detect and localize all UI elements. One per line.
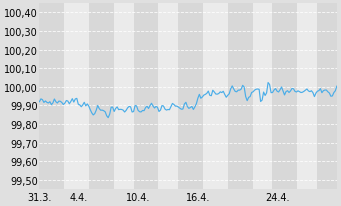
Bar	[228, 4, 253, 189]
Bar	[134, 4, 158, 189]
Bar	[178, 4, 203, 189]
Bar	[89, 4, 114, 189]
Bar	[272, 4, 297, 189]
Bar	[40, 4, 64, 189]
Bar	[317, 4, 337, 189]
